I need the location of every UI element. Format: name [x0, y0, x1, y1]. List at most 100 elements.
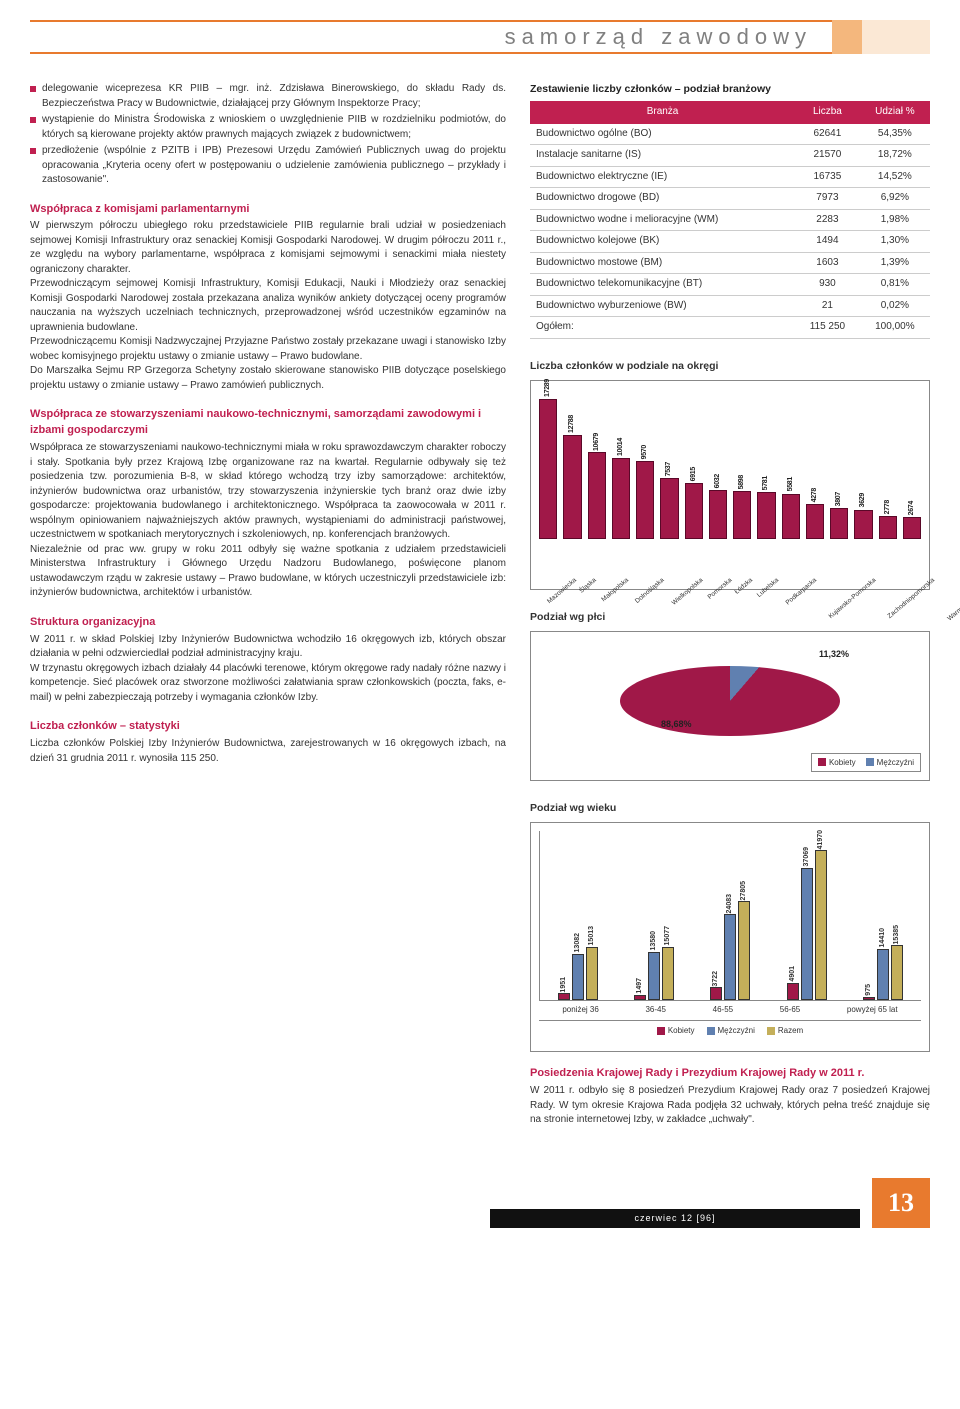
region-bar: 12788 — [563, 415, 581, 539]
region-label: Dolnośląska — [633, 576, 666, 606]
table-header: Branża — [530, 101, 795, 124]
age-bar-group: 49013706941970 — [787, 850, 827, 1000]
chart-title: Liczba członków w podziale na okręgi — [530, 359, 930, 374]
bullet-text: przedłożenie (wspólnie z PZITB i IPB) Pr… — [42, 144, 506, 188]
table-cell: Ogółem: — [530, 317, 795, 339]
table-cell: Budownictwo wyburzeniowe (BW) — [530, 295, 795, 317]
table-cell: 18,72% — [860, 145, 930, 167]
footer-date: czerwiec 12 [96] — [490, 1209, 860, 1228]
bullet-icon — [30, 117, 36, 123]
age-category-label: 36-45 — [645, 1004, 665, 1016]
bullet-text: delegowanie wiceprezesa KR PIIB – mgr. i… — [42, 82, 506, 111]
intro-bullets: delegowanie wiceprezesa KR PIIB – mgr. i… — [30, 82, 506, 188]
chart-title: Podział wg wieku — [530, 801, 930, 816]
section-heading: Posiedzenia Krajowej Rady i Prezydium Kr… — [530, 1066, 930, 1082]
bullet-icon — [30, 86, 36, 92]
table-cell: Budownictwo telekomunikacyjne (BT) — [530, 274, 795, 296]
table-cell: 100,00% — [860, 317, 930, 339]
page-footer: czerwiec 12 [96] 13 — [30, 1178, 930, 1228]
table-cell: Budownictwo elektryczne (IE) — [530, 166, 795, 188]
pie-legend: Kobiety Mężczyźni — [811, 753, 921, 773]
region-label: Łódzka — [733, 576, 755, 597]
age-legend: Kobiety Mężczyźni Razem — [539, 1020, 921, 1037]
age-category-label: 56-65 — [780, 1004, 800, 1016]
region-bar: 3629 — [854, 493, 872, 539]
table-cell: Instalacje sanitarne (IS) — [530, 145, 795, 167]
section-heading: Współpraca ze stowarzyszeniami naukowo-t… — [30, 407, 506, 439]
age-category-label: powyżej 65 lat — [847, 1004, 898, 1016]
age-bar-group: 14971358015077 — [634, 947, 674, 1001]
table-cell: 2283 — [795, 209, 860, 231]
legend-item: Mężczyźni — [707, 1025, 755, 1037]
table-row: Budownictwo drogowe (BD)79736,92% — [530, 188, 930, 210]
paragraph: Przewodniczącemu Komisji Nadzwyczajnej P… — [30, 335, 506, 364]
table-row: Budownictwo elektryczne (IE)1673514,52% — [530, 166, 930, 188]
region-bar: 7537 — [660, 462, 678, 539]
region-bar: 5898 — [733, 475, 751, 539]
branch-table: Branża Liczba Udział % Budownictwo ogóln… — [530, 101, 930, 339]
region-label: Wielkopolska — [670, 576, 705, 608]
paragraph: Liczba członków Polskiej Izby Inżynierów… — [30, 737, 506, 766]
chart-title: Podział wg płci — [530, 610, 930, 625]
region-bar: 5581 — [782, 477, 800, 539]
section-heading: Liczba członków – statystyki — [30, 719, 506, 735]
legend-item: Kobiety — [818, 757, 856, 769]
table-row: Budownictwo kolejowe (BK)14941,30% — [530, 231, 930, 253]
right-column: Zestawienie liczby członków – podział br… — [530, 82, 930, 1138]
table-cell: 0,81% — [860, 274, 930, 296]
table-cell: 6,92% — [860, 188, 930, 210]
table-cell: 54,35% — [860, 124, 930, 145]
region-bar: 9570 — [636, 445, 654, 539]
pie-label-k: 88,68% — [661, 718, 692, 731]
table-cell: 14,52% — [860, 166, 930, 188]
age-bar-chart: 19511308215013 14971358015077 372224083278… — [530, 822, 930, 1052]
table-cell: 0,02% — [860, 295, 930, 317]
page-number: 13 — [872, 1178, 930, 1228]
region-label: Pomorska — [706, 576, 734, 602]
bullet-text: wystąpienie do Ministra Środowiska z wni… — [42, 113, 506, 142]
table-cell: 930 — [795, 274, 860, 296]
age-bar-group: 37222408327805 — [710, 901, 750, 1000]
table-cell: Budownictwo mostowe (BM) — [530, 252, 795, 274]
region-bar: 6915 — [685, 467, 703, 539]
legend-item: Kobiety — [657, 1025, 695, 1037]
table-cell: Budownictwo ogólne (BO) — [530, 124, 795, 145]
table-row: Budownictwo telekomunikacyjne (BT)9300,8… — [530, 274, 930, 296]
table-cell: 21 — [795, 295, 860, 317]
table-header: Udział % — [860, 101, 930, 124]
table-cell: 1,30% — [860, 231, 930, 253]
section-title: samorząd zawodowy — [38, 21, 832, 53]
region-bar: 5781 — [757, 476, 775, 539]
table-cell: 7973 — [795, 188, 860, 210]
region-label: Małopolska — [600, 576, 631, 604]
legend-item: Mężczyźni — [866, 757, 914, 769]
paragraph: Współpraca ze stowarzyszeniami naukowo-t… — [30, 441, 506, 543]
region-label: Mazowiecka — [545, 576, 578, 606]
age-category-label: 46-55 — [713, 1004, 733, 1016]
table-cell: 1603 — [795, 252, 860, 274]
legend-item: Razem — [767, 1025, 803, 1037]
paragraph: W 2011 r. odbyło się 8 posiedzeń Prezydi… — [530, 1084, 930, 1128]
table-cell: Budownictwo drogowe (BD) — [530, 188, 795, 210]
table-row: Budownictwo wodne i melioracyjne (WM)228… — [530, 209, 930, 231]
paragraph: Do Marszałka Sejmu RP Grzegorza Schetyny… — [30, 364, 506, 393]
age-bar-group: 19511308215013 — [558, 947, 598, 1001]
region-bar: 2674 — [903, 501, 921, 539]
table-cell: 1,39% — [860, 252, 930, 274]
age-category-label: poniżej 36 — [562, 1004, 598, 1016]
paragraph: Niezależnie od prac ww. grupy w roku 201… — [30, 543, 506, 601]
region-bar: 10014 — [612, 438, 630, 539]
pie-graphic — [620, 666, 840, 736]
section-heading: Współpraca z komisjami parlamentarnymi — [30, 202, 506, 218]
table-row: Budownictwo ogólne (BO)6264154,35% — [530, 124, 930, 145]
table-cell: 16735 — [795, 166, 860, 188]
table-cell: 21570 — [795, 145, 860, 167]
table-cell: 115 250 — [795, 317, 860, 339]
region-bar: 17289 — [539, 379, 557, 539]
table-cell: Budownictwo kolejowe (BK) — [530, 231, 795, 253]
table-row: Instalacje sanitarne (IS)2157018,72% — [530, 145, 930, 167]
region-bar: 10679 — [588, 433, 606, 539]
age-bar-group: 9751441015385 — [863, 945, 903, 1000]
table-cell: 1494 — [795, 231, 860, 253]
region-bar: 4278 — [806, 488, 824, 539]
